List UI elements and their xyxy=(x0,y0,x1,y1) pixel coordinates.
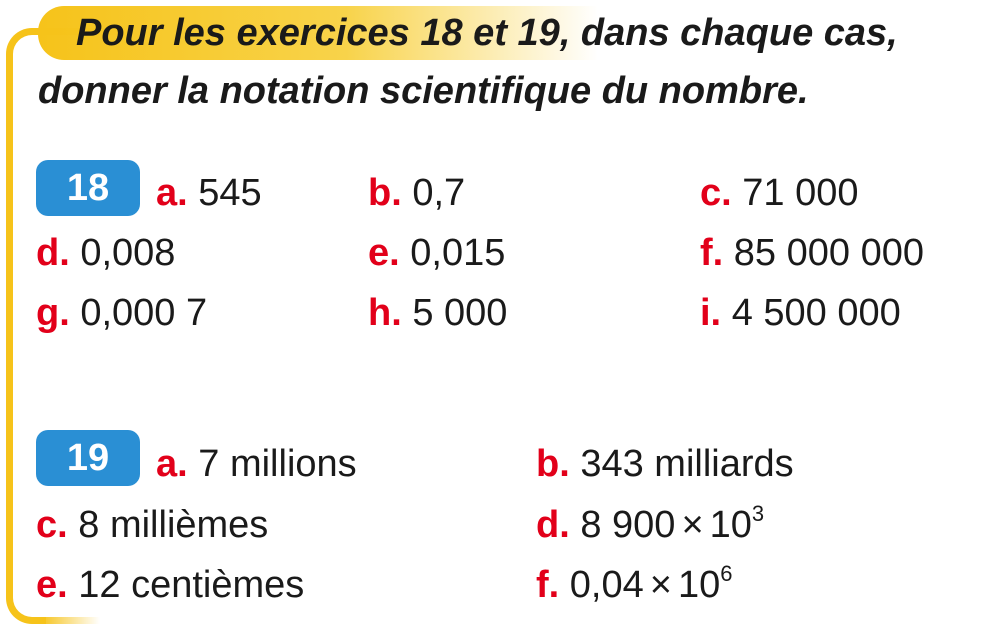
item-letter: c. xyxy=(36,504,68,546)
item-letter: b. xyxy=(368,172,402,214)
exercise-18-item-b: b. 0,7 xyxy=(368,171,465,215)
exercise-18-item-c: c. 71 000 xyxy=(700,171,859,215)
item-letter: f. xyxy=(700,232,724,274)
bracket-frame xyxy=(6,28,46,624)
item-letter: a. xyxy=(156,443,188,485)
item-letter: g. xyxy=(36,292,70,334)
exercise-18-item-d: d. 0,008 xyxy=(36,231,175,275)
exercise-18-item-f: f. 85 000 000 xyxy=(700,231,924,275)
item-value: 7 millions xyxy=(198,443,357,485)
item-letter: e. xyxy=(368,232,400,274)
times-sign: × xyxy=(649,564,672,606)
item-exponent: 3 xyxy=(751,501,765,526)
item-value: 0,008 xyxy=(80,232,176,274)
exercise-19-item-f: f. 0,04 × 106 xyxy=(536,563,732,607)
exercise-18-item-e: e. 0,015 xyxy=(368,231,505,275)
item-base: 10 xyxy=(709,504,752,546)
item-letter: h. xyxy=(368,292,402,334)
item-value: 0,7 xyxy=(412,172,466,214)
item-value: 85 000 000 xyxy=(733,232,924,274)
bracket-frame-bottom-fade xyxy=(40,617,100,624)
item-value: 71 000 xyxy=(742,172,859,214)
item-exponent: 6 xyxy=(720,561,733,586)
item-base: 10 xyxy=(677,564,721,606)
item-letter: b. xyxy=(536,443,570,485)
exercise-19-item-a: a. 7 millions xyxy=(156,442,357,486)
exercise-18-badge: 18 xyxy=(36,160,140,216)
item-value: 8 millièmes xyxy=(78,504,269,546)
exercise-18-item-a: a. 545 xyxy=(156,171,262,215)
item-letter: c. xyxy=(700,172,732,214)
heading-highlight xyxy=(38,6,598,60)
instruction-text: Pour les exercices 18 et 19, dans chaque… xyxy=(38,4,988,120)
exercise-19-badge: 19 xyxy=(36,430,140,486)
item-letter: d. xyxy=(36,232,70,274)
times-sign: × xyxy=(681,504,704,546)
item-mantissa: 8 900 xyxy=(580,504,676,546)
item-letter: a. xyxy=(156,172,188,214)
instruction-text-part: et xyxy=(462,12,518,54)
item-mantissa: 0,04 xyxy=(569,564,644,606)
exercise-18-item-i: i. 4 500 000 xyxy=(700,291,901,335)
bracket-frame-top-fade xyxy=(40,28,130,35)
item-value: 343 milliards xyxy=(580,443,794,485)
item-value: 545 xyxy=(198,172,262,214)
instruction-exercise-number: 19 xyxy=(517,12,560,54)
item-letter: e. xyxy=(36,564,68,606)
instruction-text-part: , dans chaque cas, xyxy=(559,12,898,54)
item-value: 4 500 000 xyxy=(731,292,901,334)
item-value: 5 000 xyxy=(412,292,508,334)
exercise-19-item-b: b. 343 milliards xyxy=(536,442,794,486)
item-letter: f. xyxy=(536,564,560,606)
exercise-18-item-h: h. 5 000 xyxy=(368,291,507,335)
exercise-19-item-d: d. 8 900 × 103 xyxy=(536,503,764,547)
exercise-19-item-e: e. 12 centièmes xyxy=(36,563,304,607)
item-value: 0,000 7 xyxy=(80,292,208,334)
item-letter: d. xyxy=(536,504,570,546)
item-value: 12 centièmes xyxy=(78,564,305,606)
item-letter: i. xyxy=(700,292,722,334)
instruction-text-part: Pour les exercices xyxy=(76,12,421,54)
instruction-line-2: donner la notation scientifique du nombr… xyxy=(38,70,809,112)
instruction-line-1: Pour les exercices 18 et 19, dans chaque… xyxy=(38,4,988,62)
item-value: 0,015 xyxy=(410,232,506,274)
instruction-exercise-number: 18 xyxy=(420,12,463,54)
exercise-19-item-c: c. 8 millièmes xyxy=(36,503,268,547)
exercise-18-item-g: g. 0,000 7 xyxy=(36,291,207,335)
